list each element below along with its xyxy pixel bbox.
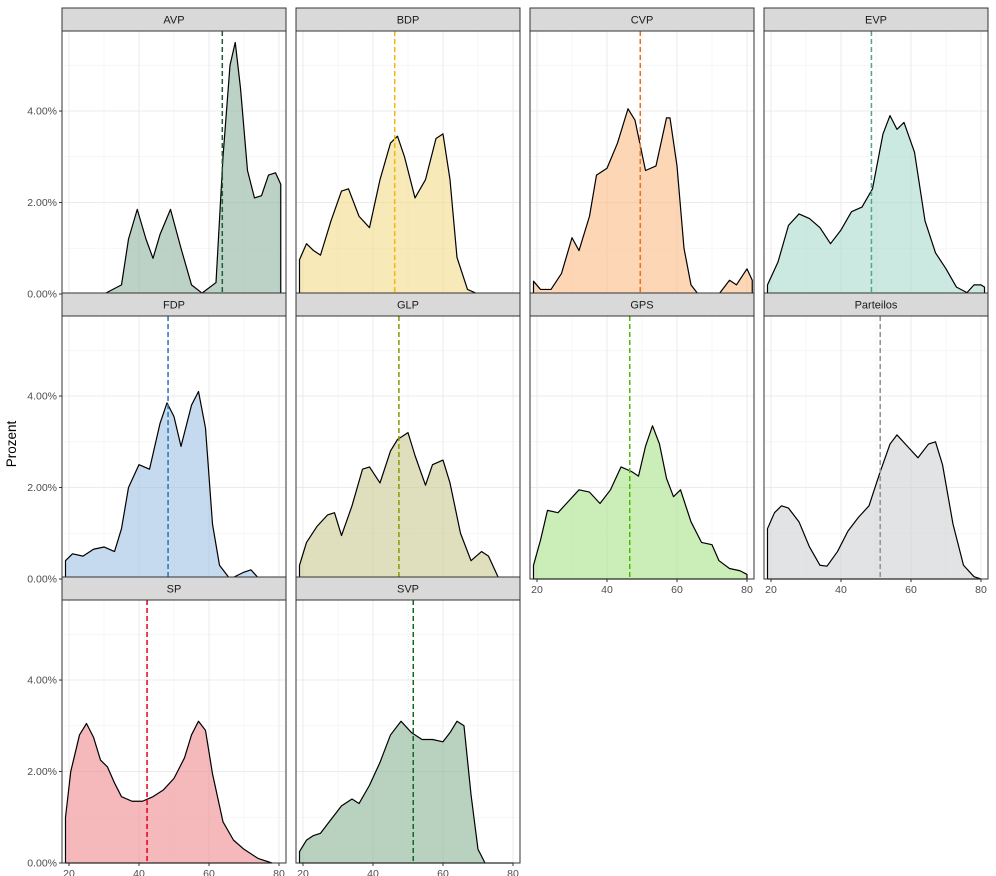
x-tick-label: 80 (741, 584, 753, 596)
facet-panel-sp: SP 0.00% 2.00% 4.00% 20 40 60 80 (27, 576, 287, 876)
x-tick-label: 60 (437, 868, 449, 876)
x-tick-label: 80 (273, 868, 285, 876)
x-tick-label: 40 (601, 584, 613, 596)
strip-label-parteilos: Parteilos (855, 300, 898, 312)
x-tick-label: 20 (531, 584, 543, 596)
x-tick-label: 60 (671, 584, 683, 596)
density-area-glp (298, 432, 514, 580)
strip-label-evp: EVP (865, 15, 887, 27)
density-area-gps (532, 425, 748, 580)
y-tick-label: 2.00% (27, 197, 57, 209)
x-tick-label: 80 (975, 584, 987, 596)
density-area-cvp (532, 108, 753, 295)
density-area-sp (64, 720, 273, 864)
x-tick-label: 60 (203, 868, 215, 876)
y-tick-label: 0.00% (27, 289, 57, 301)
facet-panel-bdp: BDP (295, 7, 521, 295)
x-tick-label: 20 (297, 868, 309, 876)
density-area-svp (298, 720, 514, 864)
y-tick-label: 4.00% (27, 675, 57, 687)
strip-label-sp: SP (167, 584, 182, 596)
x-tick-label: 20 (765, 584, 777, 596)
strip-label-glp: GLP (397, 300, 419, 312)
x-tick-label: 60 (905, 584, 917, 596)
facet-panel-avp: AVP 0.00% 2.00% 4.00% (27, 7, 287, 301)
panel-border (763, 315, 989, 580)
y-axis-title: Prozent (4, 420, 19, 467)
density-area-parteilos (766, 434, 982, 580)
facet-panel-parteilos: Parteilos 20 40 60 80 (763, 292, 989, 596)
facet-panel-glp: GLP (295, 292, 521, 580)
density-area-evp (766, 115, 986, 295)
y-tick-label: 4.00% (27, 106, 57, 118)
strip-label-bdp: BDP (397, 15, 420, 27)
y-tick-label: 2.00% (27, 482, 57, 494)
strip-label-gps: GPS (630, 300, 653, 312)
panel-border (295, 599, 521, 864)
density-area-avp (68, 41, 282, 295)
strip-label-svp: SVP (397, 584, 419, 596)
x-tick-label: 80 (507, 868, 519, 876)
strip-label-cvp: CVP (631, 15, 654, 27)
facet-panel-cvp: CVP (529, 7, 755, 295)
strip-label-fdp: FDP (163, 300, 185, 312)
facet-panel-gps: GPS 20 40 60 80 (529, 292, 755, 596)
x-tick-label: 40 (367, 868, 379, 876)
x-tick-label: 20 (63, 868, 75, 876)
y-tick-label: 2.00% (27, 766, 57, 778)
y-tick-label: 0.00% (27, 574, 57, 586)
y-tick-label: 0.00% (27, 858, 57, 870)
x-tick-label: 40 (835, 584, 847, 596)
facet-panel-fdp: FDP 0.00% 2.00% 4.00% (27, 292, 287, 586)
panel-border (529, 315, 755, 580)
panel-border (61, 599, 287, 864)
facet-panel-evp: EVP (763, 7, 989, 295)
strip-label-avp: AVP (163, 15, 184, 27)
density-area-fdp (64, 390, 280, 580)
facet-panel-svp: SVP 20 40 60 80 (295, 576, 521, 876)
x-tick-label: 40 (133, 868, 145, 876)
y-tick-label: 4.00% (27, 391, 57, 403)
